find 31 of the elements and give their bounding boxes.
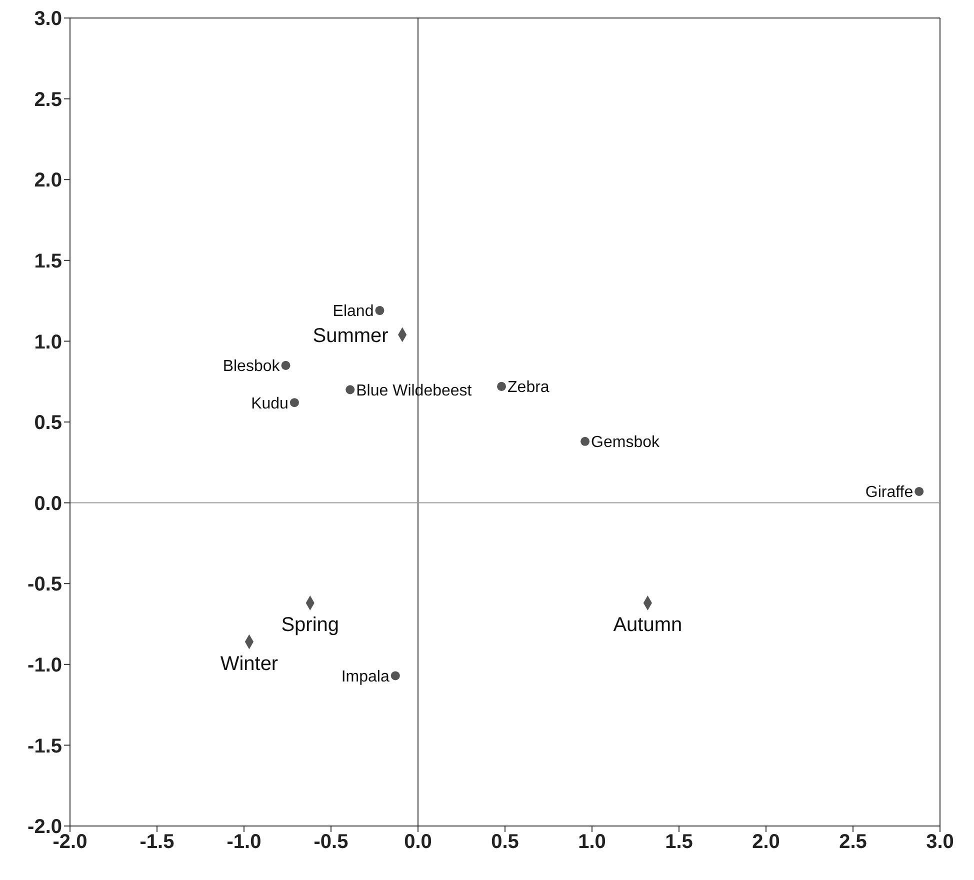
annotation: Kudu [251,395,288,412]
y-tick-label: -1.5 [28,735,62,758]
y-tick-label: -1.0 [28,654,62,676]
x-tick-label: -1.0 [226,831,262,854]
y-tick-label: 0.0 [34,492,62,515]
y-tick-label: 0.5 [34,412,62,434]
x-tick-label: -0.5 [314,831,348,854]
annotation: Zebra [508,379,550,396]
y-tick-label: 2.0 [34,170,62,192]
y-tick-label: -0.5 [28,574,62,596]
annotation: Winter [220,652,278,675]
y-tick-label: 2.5 [34,88,62,111]
x-tick-label: 1.5 [665,831,693,854]
x-tick-label: 2.0 [752,831,780,854]
annotation: Summer [312,324,389,347]
y-tick-label: 1.5 [34,250,62,272]
annotation: Spring [281,614,340,636]
annotation: Impala [341,668,390,686]
x-tick-label: 0.0 [404,831,432,854]
x-tick-label: 0.5 [491,831,519,854]
annotation: Giraffe [865,484,914,502]
y-tick-label: 3.0 [34,8,62,30]
annotation: Blesbok [222,358,281,376]
x-tick-label: -1.5 [140,831,174,854]
x-tick-label: 1.0 [578,831,606,854]
annotation: Gemsbok [591,434,661,452]
annotation: Autumn [613,614,682,636]
x-tick-label: 2.5 [839,831,867,854]
y-tick-label: 1.0 [34,331,62,354]
x-tick-label: 3.0 [926,831,954,854]
annotation: Eland [332,303,374,320]
